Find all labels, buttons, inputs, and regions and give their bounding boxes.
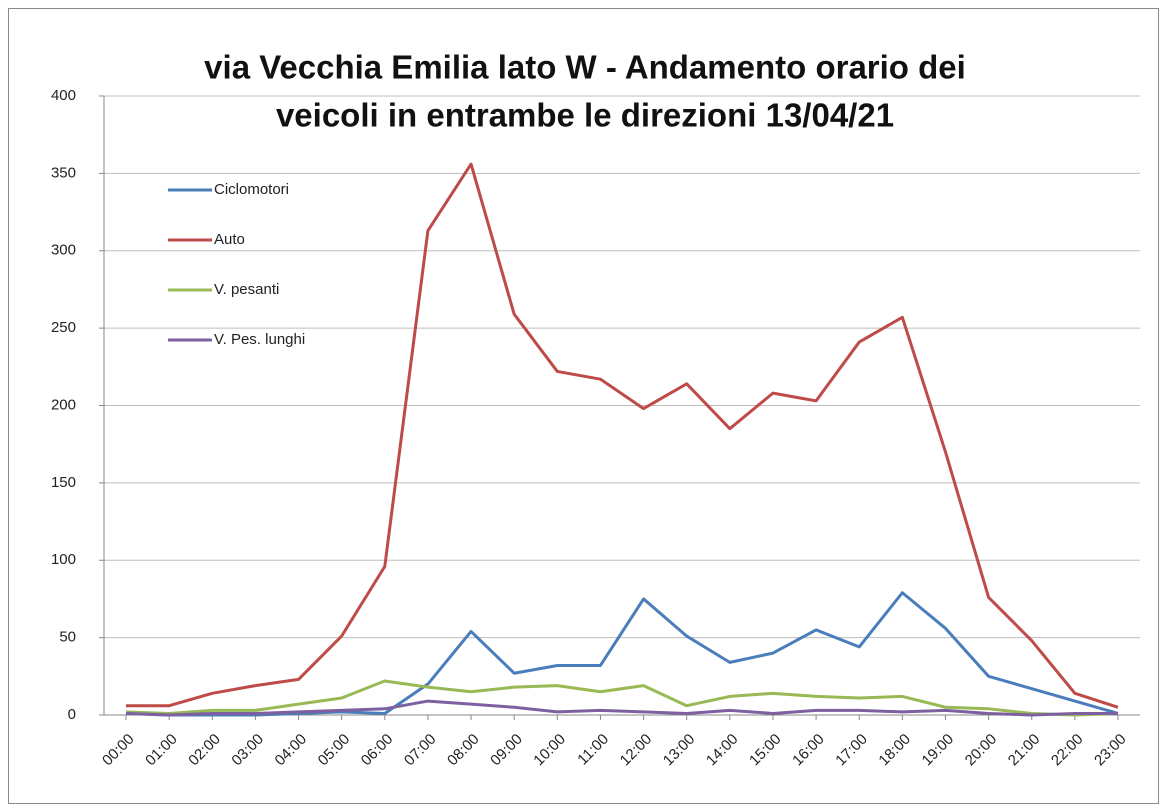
legend-label: V. pesanti (214, 281, 279, 298)
chart-title: veicoli in entrambe le direzioni 13/04/2… (276, 97, 894, 134)
series-line (125, 699, 1118, 717)
y-tick-label: 350 (51, 164, 76, 181)
y-tick-label: 0 (68, 706, 76, 723)
legend-label: V. Pes. lunghi (214, 331, 305, 348)
chart-title: via Vecchia Emilia lato W - Andamento or… (204, 49, 966, 86)
y-tick-label: 200 (51, 396, 76, 413)
y-tick-label: 50 (59, 629, 76, 646)
y-tick-label: 150 (51, 474, 76, 491)
series-line (126, 162, 1119, 709)
legend-label: Auto (214, 231, 245, 248)
legend-label: Ciclomotori (214, 181, 289, 198)
y-tick-label: 400 (51, 87, 76, 104)
y-tick-label: 250 (51, 319, 76, 336)
y-tick-label: 300 (51, 242, 76, 259)
y-tick-label: 100 (51, 551, 76, 568)
series-line (125, 679, 1119, 717)
series-line (125, 591, 1119, 717)
